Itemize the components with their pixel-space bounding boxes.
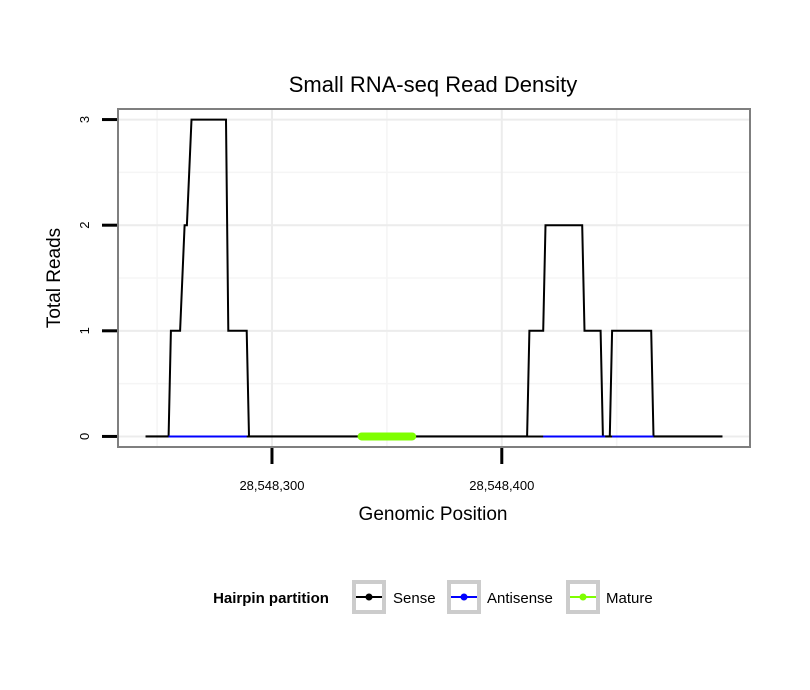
chart-title: Small RNA-seq Read Density <box>289 72 578 97</box>
x-tick-label: 28,548,400 <box>469 478 534 493</box>
legend-label-antisense: Antisense <box>487 590 553 607</box>
y-tick-label: 0 <box>77 433 92 440</box>
legend-title: Hairpin partition <box>213 590 329 607</box>
axes: 0 1 2 3 28,548,300 28,548,400 <box>77 116 534 493</box>
y-tick-label: 2 <box>77 222 92 229</box>
legend-dot-sense <box>365 593 373 601</box>
y-tick-label: 1 <box>77 327 92 334</box>
legend-item-antisense: Antisense <box>447 580 553 614</box>
panel-border <box>117 108 751 448</box>
legend-label-sense: Sense <box>393 590 436 607</box>
series-layer <box>145 118 723 441</box>
legend-label-mature: Mature <box>606 590 653 607</box>
x-axis-title: Genomic Position <box>359 504 508 525</box>
x-tick-label: 28,548,300 <box>239 478 304 493</box>
y-tick-label: 3 <box>77 116 92 123</box>
legend-item-sense: Sense <box>352 580 436 614</box>
grid <box>118 109 750 447</box>
y-axis-title: Total Reads <box>44 228 65 328</box>
legend: Hairpin partition Sense Antisense Mature <box>213 580 653 614</box>
legend-item-mature: Mature <box>566 580 653 614</box>
legend-dot-mature <box>579 593 587 601</box>
legend-dot-antisense <box>460 593 468 601</box>
